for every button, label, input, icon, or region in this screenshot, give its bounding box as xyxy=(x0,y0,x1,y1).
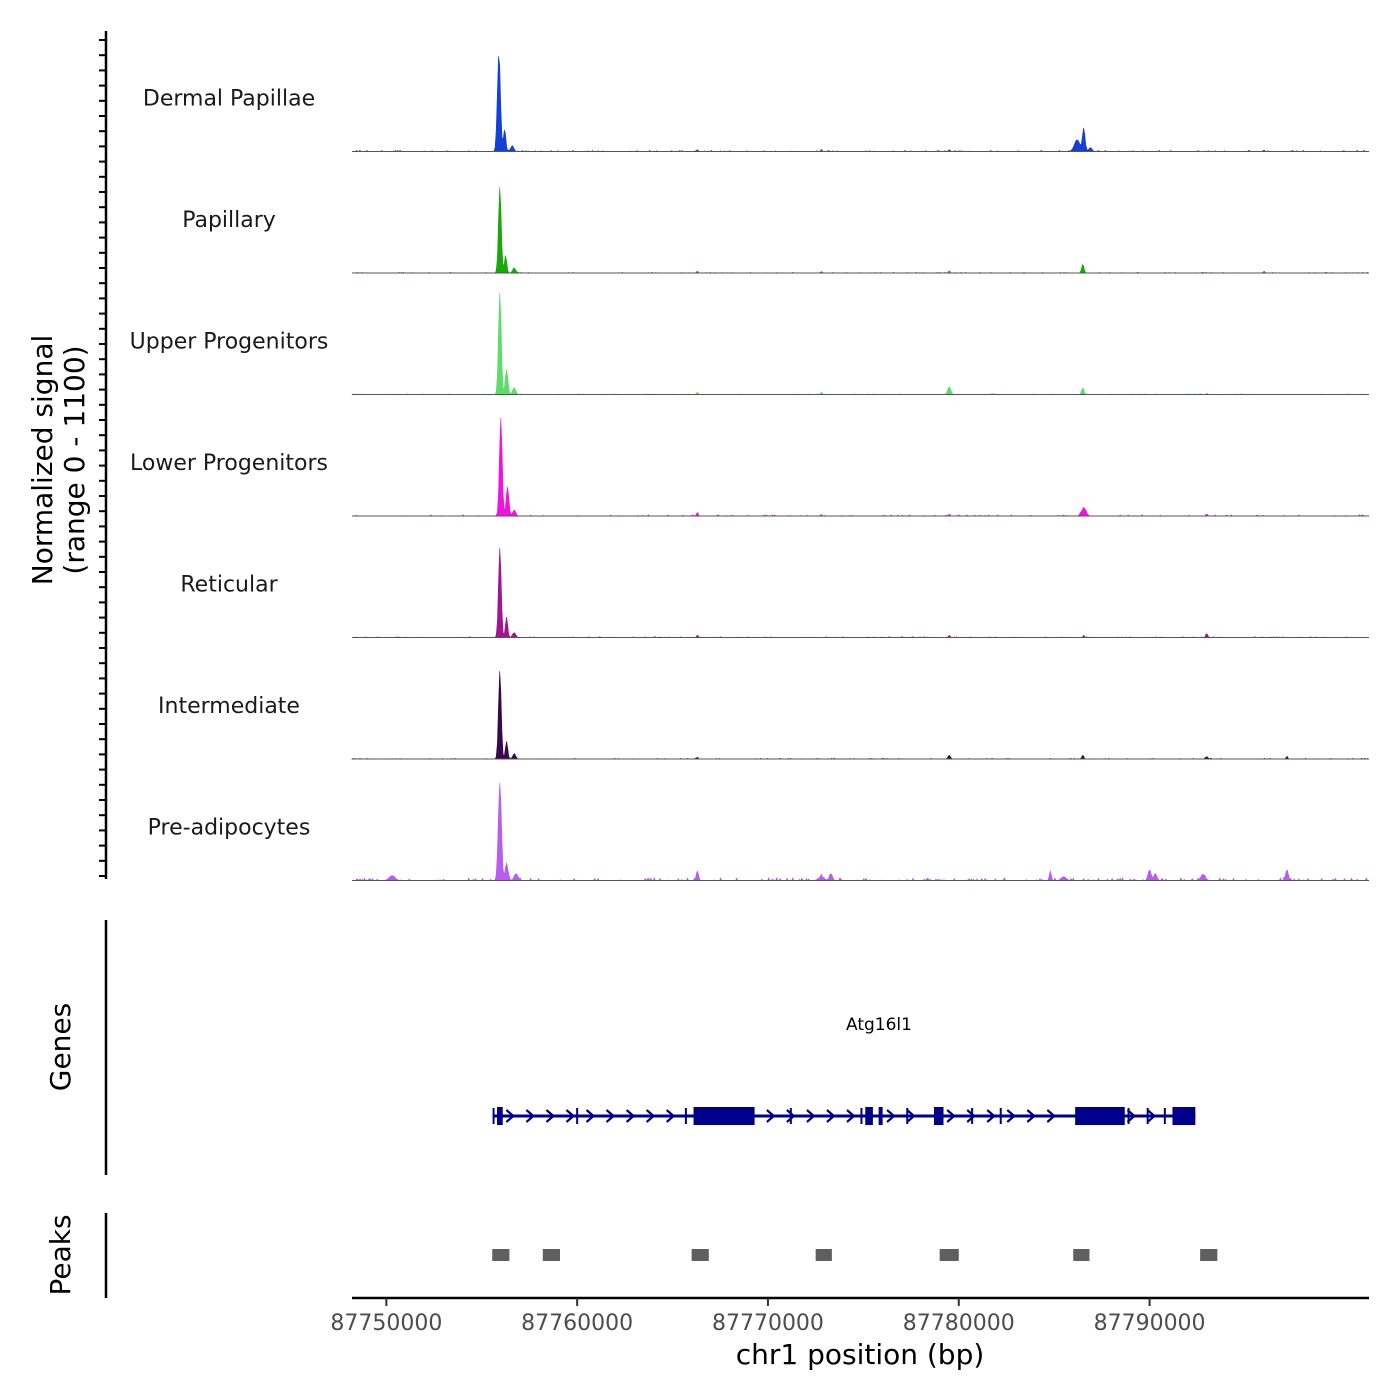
gene-strand-arrow xyxy=(986,1109,996,1123)
gene-strand-arrow xyxy=(1046,1109,1057,1123)
gene-strand-arrow xyxy=(1026,1109,1036,1123)
gene-strand-arrow xyxy=(826,1109,836,1123)
x-axis-ticks: 87750000 87760000 87770000 87780000 87790000 xyxy=(330,1298,1206,1336)
track-label: Dermal Papillae xyxy=(143,87,315,112)
gene-strand-arrow xyxy=(665,1109,676,1123)
x-axis-tick-label: 87780000 xyxy=(903,1311,1015,1336)
track-6: Intermediate xyxy=(158,671,1369,760)
peak-regions xyxy=(492,1249,1218,1261)
gene-strand-arrow xyxy=(545,1109,556,1123)
signal-y-axis xyxy=(99,31,108,879)
gene-strand-arrow xyxy=(605,1109,616,1123)
track-label: Reticular xyxy=(180,573,278,598)
x-axis: 87750000 87760000 87770000 87780000 87790000… xyxy=(330,1296,1369,1371)
gene-strand-arrow xyxy=(946,1109,956,1123)
track-signal-area xyxy=(352,548,1369,638)
gene-exon xyxy=(1172,1107,1196,1125)
gene-strand-arrow xyxy=(1006,1109,1016,1123)
gene-model xyxy=(492,1107,1196,1125)
gene-strand-arrow xyxy=(1126,1109,1137,1123)
x-axis-title: chr1 position (bp) xyxy=(736,1338,985,1371)
gene-strand-arrow xyxy=(966,1109,976,1123)
peak-region xyxy=(1073,1249,1090,1261)
gene-name-label: Atg16l1 xyxy=(846,1015,912,1035)
gene-strand-arrow xyxy=(505,1109,516,1123)
x-axis-tick-label: 87790000 xyxy=(1094,1311,1206,1336)
gene-exon xyxy=(497,1107,503,1125)
peak-region xyxy=(542,1249,560,1261)
gene-strand-arrow xyxy=(886,1109,896,1123)
peaks-panel: Peaks xyxy=(44,1213,1218,1298)
track-signal-area xyxy=(350,671,1369,760)
track-label: Intermediate xyxy=(158,694,300,719)
track-signal-area xyxy=(352,56,1369,152)
track-1: Dermal Papillae xyxy=(143,56,1369,152)
gene-exon xyxy=(693,1107,755,1125)
gene-exon xyxy=(865,1107,873,1125)
gene-exon xyxy=(878,1107,883,1125)
track-2: Papillary xyxy=(182,187,1369,274)
gene-strand-arrow xyxy=(806,1109,816,1123)
track-4: Lower Progenitors xyxy=(130,417,1370,517)
genes-panel: Genes Atg16l1 xyxy=(44,920,1196,1175)
gene-strand-arrow xyxy=(786,1109,796,1123)
gene-strand-arrow xyxy=(525,1109,536,1123)
gene-strand-arrow xyxy=(645,1109,656,1123)
x-axis-tick-label: 87770000 xyxy=(712,1311,824,1336)
y-axis-label-range: (range 0 - 1100) xyxy=(58,345,91,574)
y-axis-label: Normalized signal xyxy=(26,335,59,586)
gene-strand-arrow xyxy=(565,1109,576,1123)
peaks-panel-label: Peaks xyxy=(44,1214,77,1295)
peak-region xyxy=(939,1249,959,1261)
gene-exon xyxy=(933,1107,944,1125)
gene-strand-arrow xyxy=(906,1109,916,1123)
track-signal-area xyxy=(352,187,1369,274)
gene-strand-arrow xyxy=(846,1109,856,1123)
coverage-tracks: Dermal Papillae Papillary Upper Progenitor… xyxy=(130,56,1370,882)
genes-panel-label: Genes xyxy=(44,1003,77,1091)
peak-region xyxy=(691,1249,709,1261)
track-label: Upper Progenitors xyxy=(130,330,329,355)
gene-exon xyxy=(1075,1107,1125,1125)
gene-strand-arrow xyxy=(1146,1109,1157,1123)
track-5: Reticular xyxy=(180,548,1369,638)
signal-y-axis-ticks xyxy=(99,39,106,877)
gene-strand-arrow xyxy=(625,1109,636,1123)
track-signal-area xyxy=(352,417,1370,517)
peak-region xyxy=(815,1249,832,1261)
track-label: Pre-adipocytes xyxy=(148,816,311,841)
peak-region xyxy=(1200,1249,1218,1261)
track-3: Upper Progenitors xyxy=(130,292,1369,395)
track-label: Lower Progenitors xyxy=(130,451,328,476)
gene-strand-arrow xyxy=(585,1109,596,1123)
gene-strand-arrow xyxy=(766,1109,776,1123)
track-signal-area xyxy=(352,783,1369,882)
x-axis-tick-label: 87750000 xyxy=(330,1311,442,1336)
track-signal-area xyxy=(350,292,1369,395)
track-7: Pre-adipocytes xyxy=(148,783,1369,882)
track-label: Papillary xyxy=(182,208,276,233)
peak-region xyxy=(492,1249,510,1261)
x-axis-tick-label: 87760000 xyxy=(521,1311,633,1336)
